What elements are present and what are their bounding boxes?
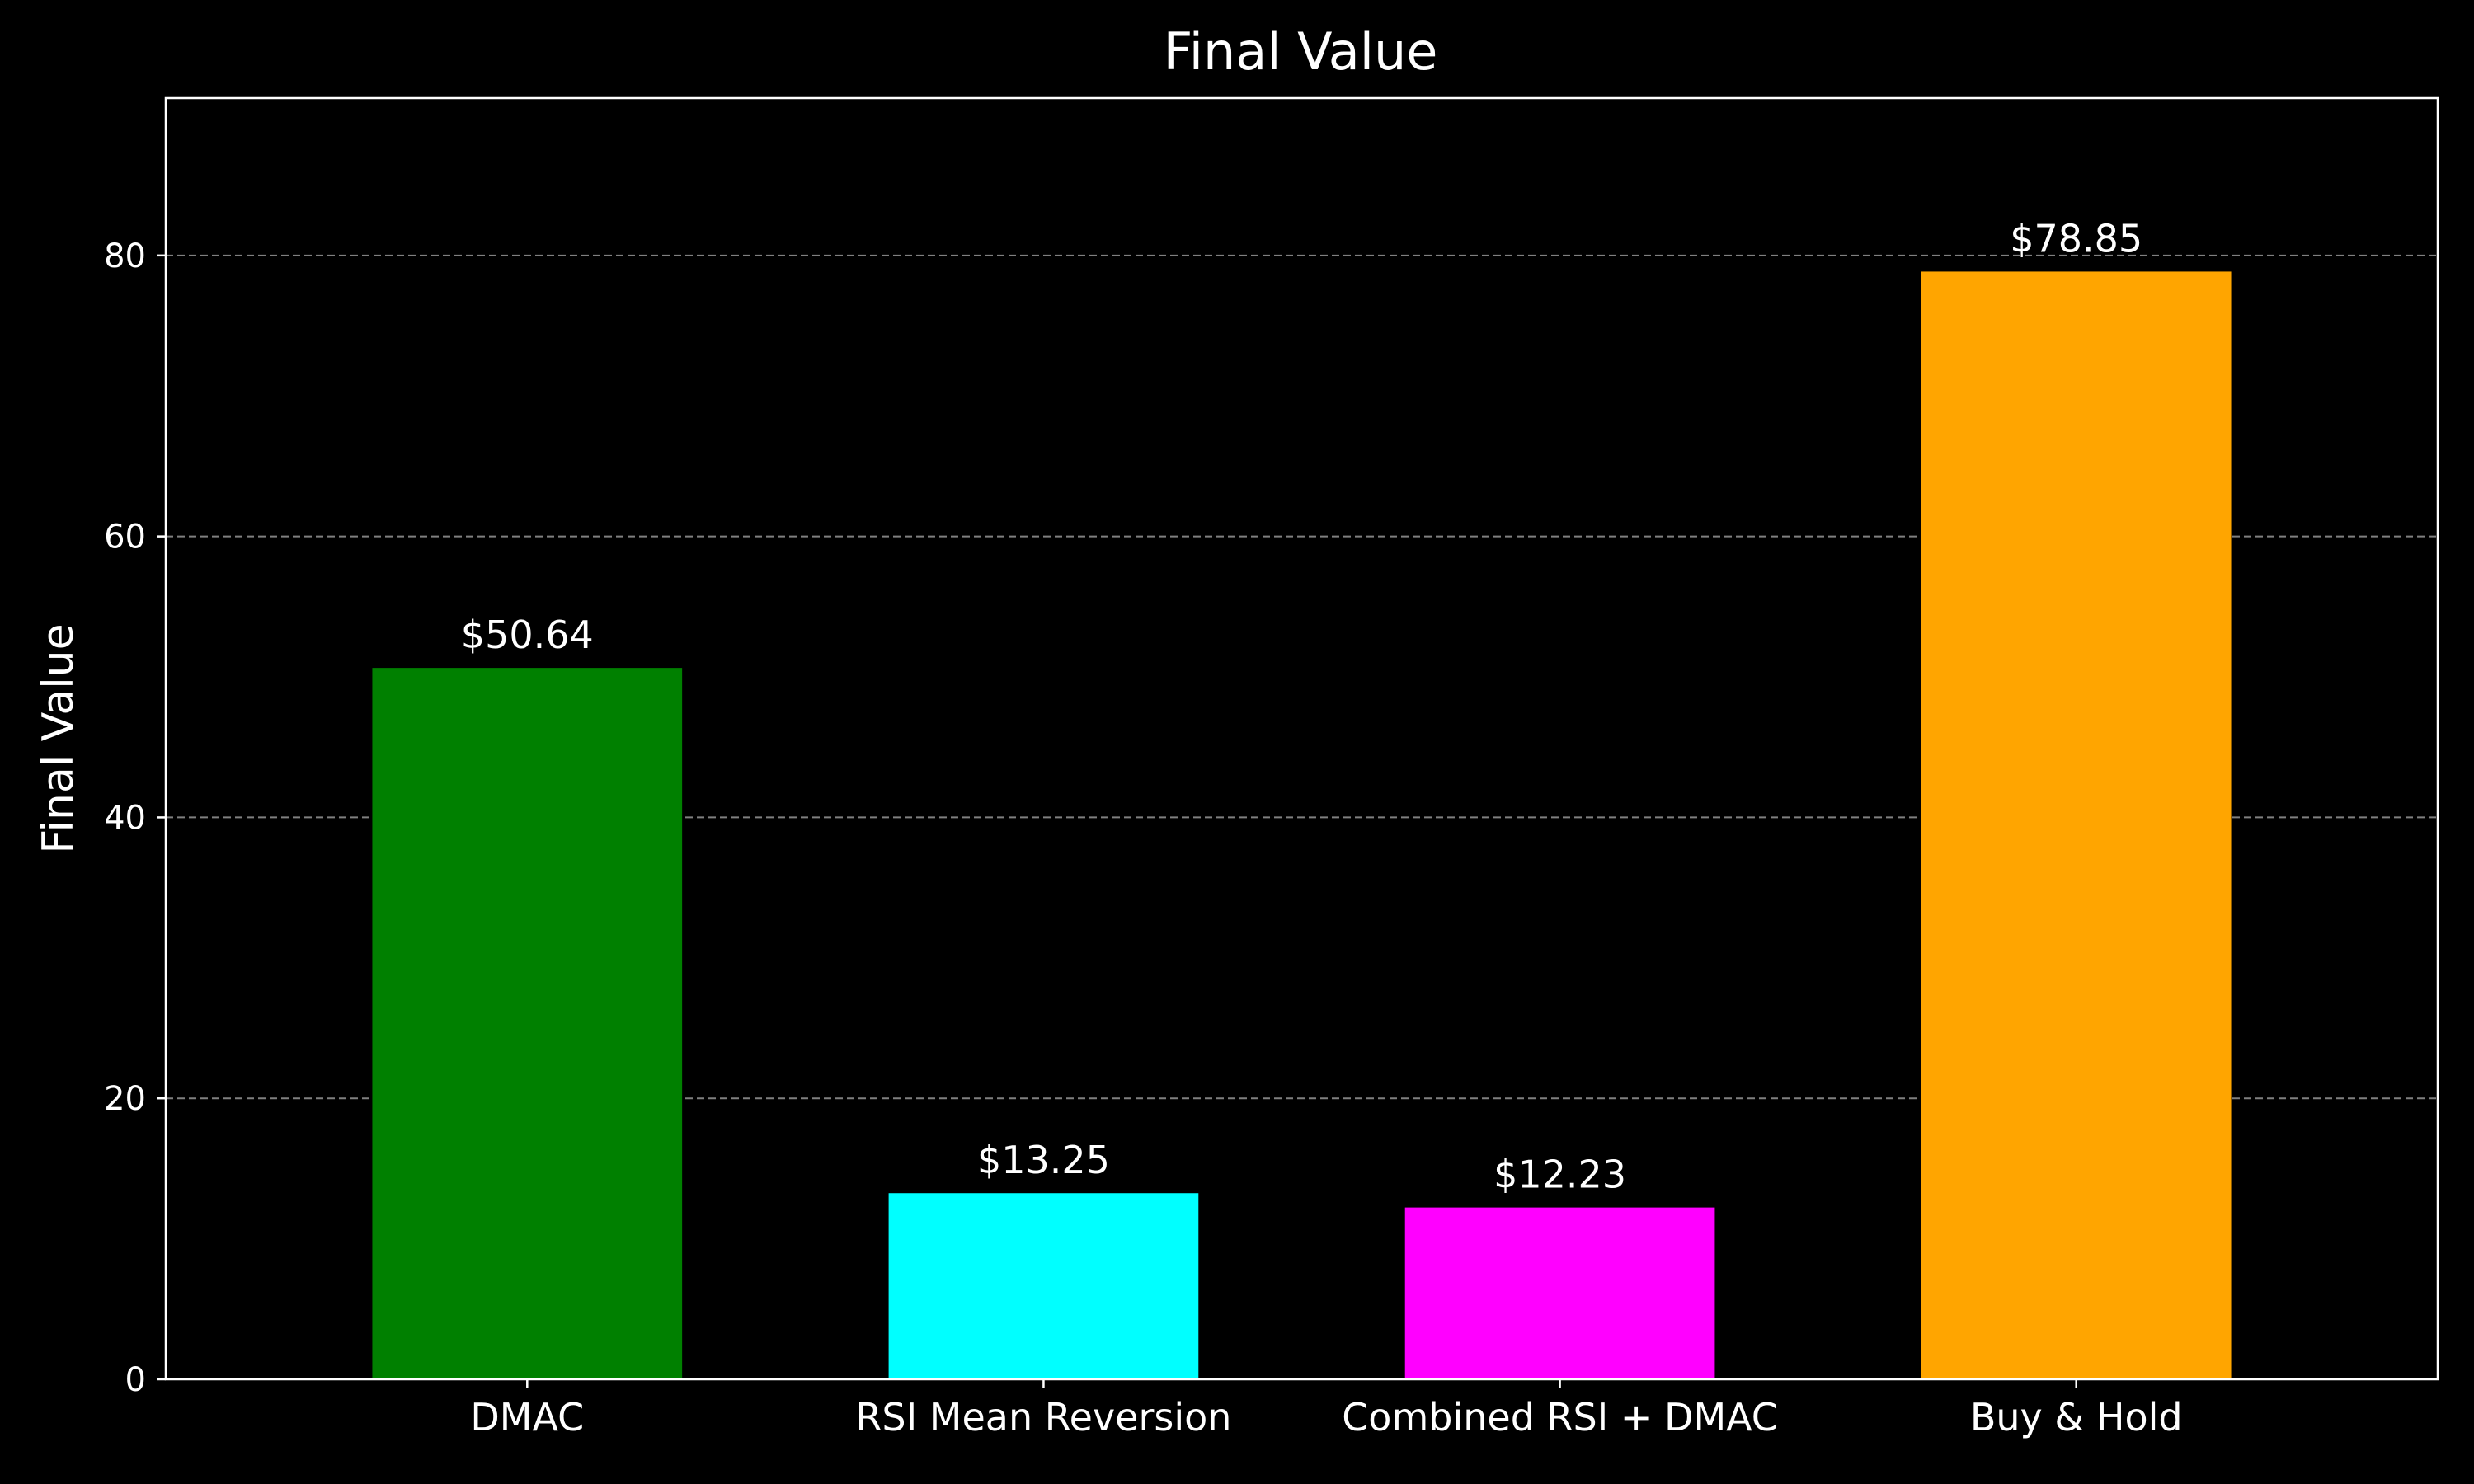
value-labels: $50.64 $13.25 $12.23 $78.85 (461, 216, 2142, 1196)
y-tick-label: 0 (125, 1361, 146, 1399)
y-axis-ticks: 0 20 40 60 80 (104, 237, 166, 1399)
bar (888, 1193, 1199, 1379)
bar (372, 668, 683, 1379)
bar (1404, 1207, 1715, 1379)
x-tick-label: RSI Mean Reversion (855, 1395, 1231, 1439)
y-tick-label: 40 (104, 799, 146, 837)
bar-value-label: $13.25 (977, 1138, 1110, 1182)
x-axis-ticks: DMAC RSI Mean Reversion Combined RSI + DMA… (470, 1379, 2183, 1439)
bar (1921, 271, 2232, 1379)
bars (372, 271, 2232, 1379)
plot-frame (164, 96, 2439, 1381)
bar-value-label: $50.64 (461, 613, 594, 657)
x-tick-label: DMAC (470, 1395, 584, 1439)
chart-title: Final Value (1164, 21, 1438, 82)
bar-value-label: $78.85 (2010, 216, 2142, 261)
x-tick-label: Buy & Hold (1970, 1395, 2183, 1439)
bar-value-label: $12.23 (1493, 1153, 1626, 1197)
y-tick-label: 80 (104, 237, 146, 275)
gridlines (166, 254, 2438, 1100)
x-tick-label: Combined RSI + DMAC (1342, 1395, 1778, 1439)
y-tick-label: 60 (104, 519, 146, 556)
y-tick-label: 20 (104, 1080, 146, 1118)
y-axis-label: Final Value (34, 623, 83, 853)
